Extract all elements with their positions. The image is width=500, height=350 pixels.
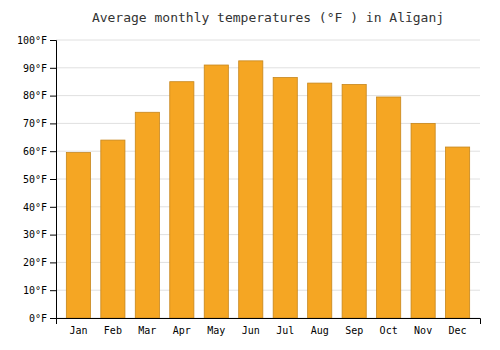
x-tick: Feb: [104, 325, 122, 336]
y-tick-mark: [50, 179, 56, 180]
bar: [308, 83, 332, 318]
y-tick-label: 0°F: [29, 313, 47, 324]
y-tick: 90°F: [23, 63, 56, 74]
x-tick: Jul: [276, 325, 294, 336]
x-tick: Aug: [311, 325, 329, 336]
y-tick: 10°F: [23, 285, 56, 296]
chart-svg: 0°F 10°F 20°F 30°F 40°F 50°F 60°F 70°F 80°F 90°F 1…: [0, 0, 500, 350]
x-tick: Apr: [173, 325, 191, 336]
y-tick-label: 60°F: [23, 146, 47, 157]
y-tick: 60°F: [23, 146, 56, 157]
bar: [411, 123, 435, 318]
bar: [273, 78, 297, 318]
bar: [342, 84, 366, 318]
x-tick: Jan: [69, 325, 87, 336]
y-tick-mark: [50, 207, 56, 208]
x-axis: Jan Feb Mar Apr May Jun Jul Aug Sep Oct Nov Dec: [57, 319, 481, 337]
y-tick-label: 50°F: [23, 174, 47, 185]
y-tick: 40°F: [23, 202, 56, 213]
y-tick: 70°F: [23, 118, 56, 129]
y-tick-label: 70°F: [23, 118, 47, 129]
y-tick-mark: [50, 40, 56, 41]
y-tick-label: 80°F: [23, 90, 47, 101]
y-axis-line: [50, 41, 57, 319]
y-tick: 100°F: [17, 35, 56, 46]
y-tick-mark: [50, 235, 56, 236]
y-tick: 20°F: [23, 257, 56, 268]
x-tick: Jun: [242, 325, 260, 336]
x-tick: Oct: [380, 325, 398, 336]
y-tick-mark: [50, 68, 56, 69]
y-tick-label: 10°F: [23, 285, 47, 296]
bar: [66, 153, 90, 318]
x-tick-label: Aug: [311, 325, 329, 336]
y-tick: 80°F: [23, 90, 56, 101]
grid-line: [56, 40, 480, 41]
bar: [204, 65, 228, 318]
y-tick: 50°F: [23, 174, 56, 185]
y-tick: 0°F: [29, 313, 56, 324]
y-tick-label: 20°F: [23, 257, 47, 268]
x-tick-label: Dec: [449, 325, 467, 336]
x-tick-label: Jun: [242, 325, 260, 336]
x-tick-label: Jul: [276, 325, 294, 336]
x-tick-label: Sep: [345, 325, 363, 336]
x-tick: Nov: [414, 325, 432, 336]
bar: [170, 82, 194, 318]
y-tick-mark: [50, 123, 56, 124]
x-tick-label: Oct: [380, 325, 398, 336]
x-tick: Mar: [138, 325, 156, 336]
y-tick-label: 40°F: [23, 202, 47, 213]
y-tick-label: 30°F: [23, 229, 47, 240]
bar: [446, 147, 470, 318]
x-axis-line: [57, 319, 481, 325]
y-tick-mark: [50, 262, 56, 263]
bar: [239, 61, 263, 318]
x-tick: May: [207, 325, 225, 336]
y-tick-mark: [50, 290, 56, 291]
x-tick-label: Apr: [173, 325, 191, 336]
y-axis: 0°F 10°F 20°F 30°F 40°F 50°F 60°F 70°F 80°F 90°F 1…: [17, 35, 57, 324]
x-tick-label: Feb: [104, 325, 122, 336]
x-tick-label: Nov: [414, 325, 432, 336]
y-tick: 30°F: [23, 229, 56, 240]
y-tick-mark: [50, 96, 56, 97]
x-tick: Dec: [449, 325, 467, 336]
x-tick-label: May: [207, 325, 225, 336]
bar: [377, 97, 401, 318]
bar: [135, 112, 159, 318]
y-tick-mark: [50, 318, 56, 319]
y-tick-mark: [50, 151, 56, 152]
title: Average monthly temperatures (°F ) in Al…: [92, 10, 444, 25]
y-tick-label: 90°F: [23, 63, 47, 74]
grid-line: [56, 67, 480, 68]
x-tick: Sep: [345, 325, 363, 336]
bars: [66, 61, 469, 318]
x-tick-label: Jan: [69, 325, 87, 336]
grid: [56, 40, 480, 318]
bar: [101, 140, 125, 318]
x-tick-label: Mar: [138, 325, 156, 336]
grid-line: [56, 95, 480, 96]
y-tick-label: 100°F: [17, 35, 47, 46]
plot-area: 0°F 10°F 20°F 30°F 40°F 50°F 60°F 70°F 80°F 90°F 1…: [17, 35, 481, 336]
